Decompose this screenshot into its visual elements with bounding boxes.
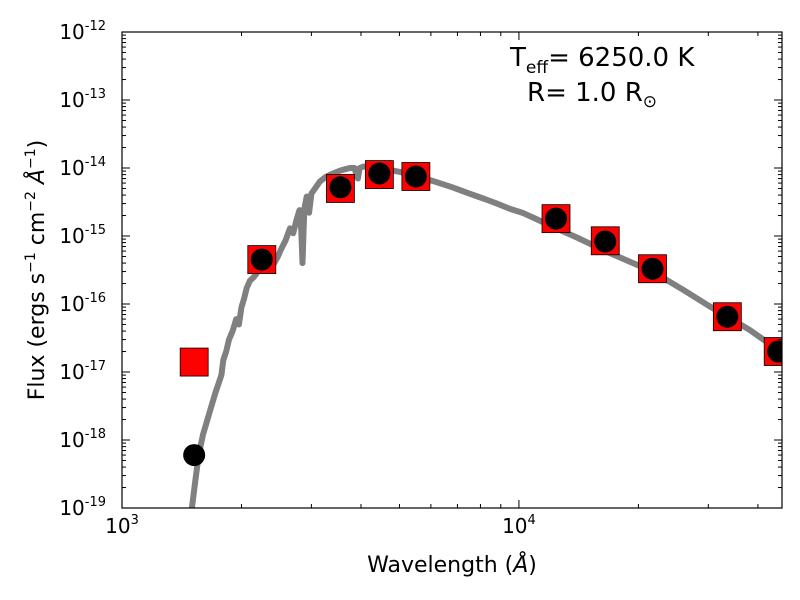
model-point-circle bbox=[250, 248, 273, 271]
y-tick-label: 10-14 bbox=[59, 155, 106, 180]
y-tick-label: 10-12 bbox=[59, 19, 106, 44]
y-tick-label: 10-15 bbox=[59, 223, 106, 248]
model-point-circle bbox=[594, 230, 617, 253]
model-point-circle bbox=[545, 207, 568, 230]
x-tick-label: 103 bbox=[105, 513, 139, 538]
model-point-circle bbox=[404, 165, 427, 188]
data-layer bbox=[179, 160, 782, 508]
model-spectrum-line bbox=[188, 163, 782, 508]
y-tick-label: 10-13 bbox=[59, 87, 106, 112]
model-point-circle bbox=[368, 162, 391, 185]
teff-annotation: Teff= 6250.0 K bbox=[509, 43, 695, 78]
x-tick-label: 104 bbox=[502, 513, 536, 538]
y-tick-label: 10-18 bbox=[59, 427, 106, 452]
plot-frame bbox=[121, 31, 783, 509]
model-point-circle bbox=[641, 257, 664, 280]
observed-point-square bbox=[179, 347, 209, 377]
y-tick-label: 10-17 bbox=[59, 359, 106, 384]
y-tick-label: 10-19 bbox=[59, 495, 106, 520]
y-tick-label: 10-16 bbox=[59, 291, 106, 316]
model-point-circle bbox=[329, 176, 352, 199]
x-axis-label: Wavelength (Å) bbox=[367, 551, 537, 578]
model-point-circle bbox=[183, 444, 206, 467]
y-axis-label: Flux (ergs s−1 cm−2 Å−1) bbox=[23, 140, 50, 401]
model-point-circle bbox=[767, 340, 782, 363]
plot-area: 10-19 10-18 10-17 10-16 10-15 10-14 10-13 10-12… bbox=[59, 19, 783, 538]
model-point-circle bbox=[716, 305, 739, 328]
radius-annotation: R= 1.0 R⊙ bbox=[527, 78, 657, 112]
